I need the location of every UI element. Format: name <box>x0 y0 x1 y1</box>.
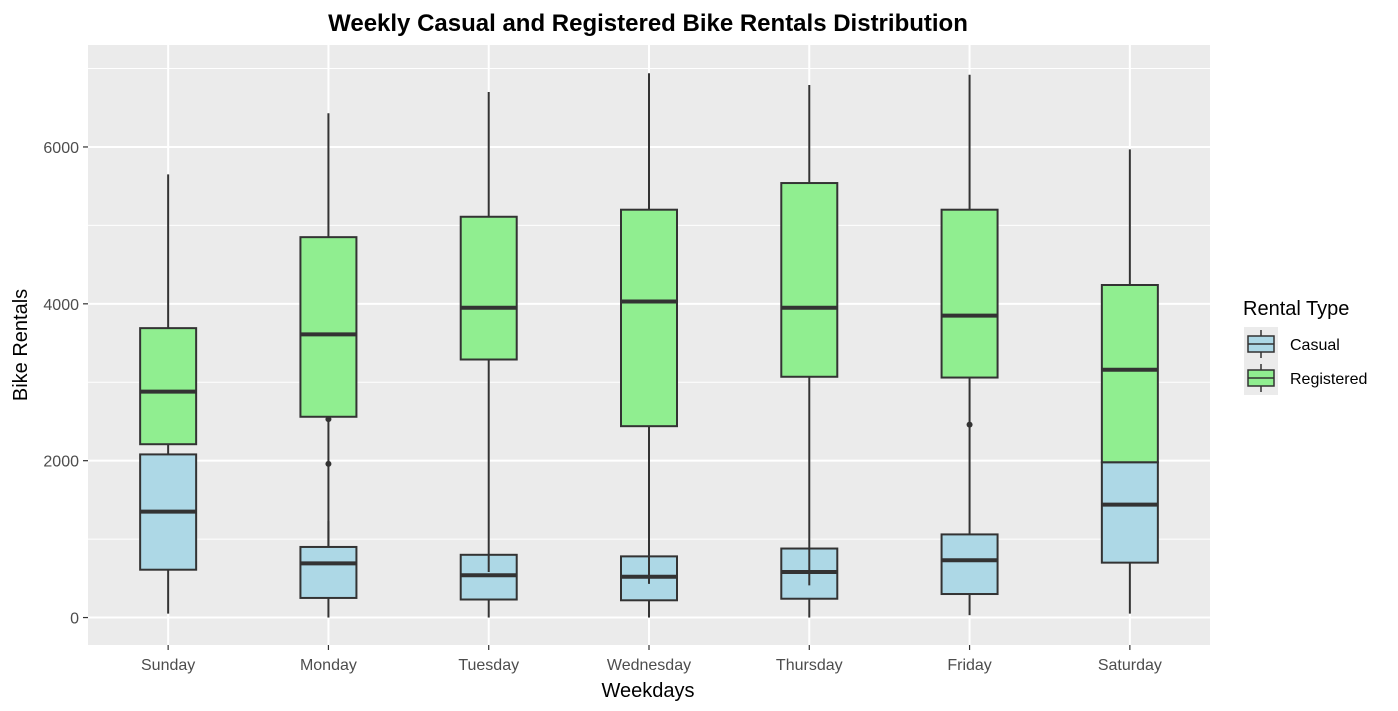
y-tick-label: 2000 <box>43 454 79 471</box>
registered-outlier-point <box>325 416 332 423</box>
x-axis-title: Weekdays <box>601 680 694 702</box>
registered-box-friday <box>940 74 999 535</box>
box-layer <box>139 73 1159 618</box>
registered-box-thursday <box>780 85 839 586</box>
registered-box-tuesday <box>459 92 518 573</box>
registered-box-body <box>139 327 198 446</box>
chart-title: Weekly Casual and Registered Bike Rental… <box>328 10 968 37</box>
legend-title: Rental Type <box>1243 298 1349 320</box>
x-tick-label: Thursday <box>776 657 843 674</box>
registered-box-body <box>459 215 518 361</box>
registered-box-sunday <box>139 174 198 455</box>
registered-box-body <box>780 182 839 378</box>
y-tick-label: 4000 <box>43 297 79 314</box>
x-tick-label: Tuesday <box>458 657 519 674</box>
legend: Rental Type Casual Registered <box>1243 298 1367 395</box>
y-tick-label: 6000 <box>43 140 79 157</box>
casual-box-saturday <box>1100 461 1159 614</box>
y-tick-label: 0 <box>70 611 79 628</box>
registered-box-body <box>940 208 999 379</box>
casual-box-body <box>940 533 999 596</box>
x-axis: Sunday Monday Tuesday Wednesday Thursday Frid… <box>141 645 1162 674</box>
x-tick-label: Wednesday <box>607 657 691 674</box>
legend-items: Casual Registered <box>1244 327 1367 395</box>
registered-box-wednesday <box>620 73 678 584</box>
registered-box-body <box>1100 284 1159 464</box>
legend-label: Registered <box>1290 371 1367 388</box>
x-tick-label: Friday <box>947 657 991 674</box>
registered-box-saturday <box>1100 149 1159 464</box>
registered-box-monday <box>299 113 358 547</box>
y-axis: 0 2000 4000 6000 <box>43 140 88 628</box>
registered-box-body <box>299 236 358 418</box>
legend-item-registered: Registered <box>1244 361 1367 395</box>
y-axis-title: Bike Rentals <box>10 289 32 401</box>
x-tick-label: Monday <box>300 657 357 674</box>
casual-box-body <box>1100 461 1159 564</box>
casual-box-body <box>299 545 358 599</box>
legend-label: Casual <box>1290 337 1340 354</box>
registered-box-body <box>620 208 678 428</box>
x-tick-label: Sunday <box>141 657 195 674</box>
casual-box-friday <box>940 421 999 616</box>
legend-item-casual: Casual <box>1244 327 1340 361</box>
x-tick-label: Saturday <box>1098 657 1162 674</box>
